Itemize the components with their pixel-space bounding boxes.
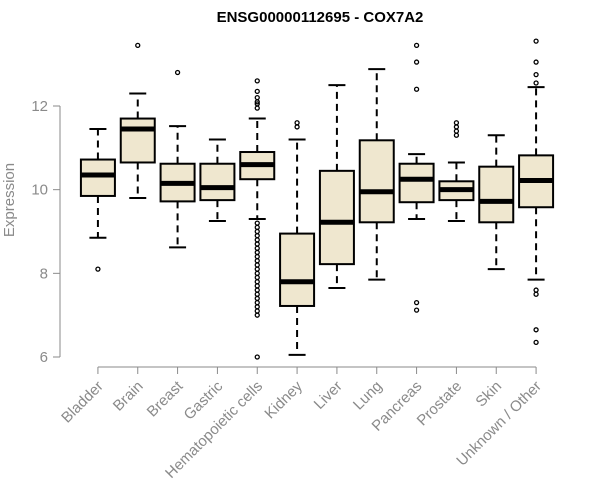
box (318, 169, 355, 266)
box-group (518, 38, 555, 346)
outlier-point (254, 312, 260, 318)
outlier-point (254, 253, 260, 260)
y-axis-label: Expression (1, 163, 18, 237)
outlier-point (254, 220, 260, 226)
x-tick-label: Prostate (414, 378, 466, 430)
outlier-point (294, 120, 300, 126)
outlier-point (254, 94, 260, 101)
box-group (79, 128, 116, 272)
outlier-point (254, 233, 260, 239)
x-tick-label: Skin (472, 378, 505, 411)
outlier-point (254, 308, 260, 314)
outlier-point (254, 304, 260, 310)
outlier-point (533, 287, 539, 293)
outlier-point (174, 69, 181, 76)
outlier-point (413, 307, 420, 313)
y-tick-label: 8 (40, 265, 48, 282)
box (279, 232, 316, 307)
outlier-point (254, 283, 260, 289)
box-series (79, 38, 555, 360)
outlier-point (533, 80, 539, 86)
box-group (318, 84, 355, 289)
outlier-point (254, 299, 260, 306)
outlier-point (254, 287, 260, 293)
box-group (279, 120, 316, 356)
x-tick-label: Lung (350, 378, 386, 414)
y-tick-label: 12 (31, 98, 48, 115)
box (398, 162, 435, 204)
y-tick-label: 6 (40, 349, 48, 366)
outlier-point (254, 270, 260, 276)
outlier-point (254, 249, 260, 256)
outlier-point (254, 354, 260, 360)
outlier-point (254, 291, 260, 297)
y-tick-label: 10 (31, 182, 48, 199)
outlier-point (254, 241, 260, 247)
outlier-point (413, 299, 420, 306)
outlier-point (413, 86, 420, 92)
outlier-point (254, 224, 260, 230)
outlier-point (254, 99, 260, 105)
box (79, 158, 116, 197)
box (358, 139, 395, 224)
outlier-point (254, 88, 260, 95)
outlier-point (533, 71, 539, 78)
outlier-point (453, 124, 460, 130)
box-group (398, 42, 435, 313)
outlier-point (533, 339, 539, 346)
box-group (199, 138, 236, 223)
outlier-point (254, 274, 260, 281)
outlier-point (254, 279, 260, 285)
outlier-point (95, 266, 101, 272)
box (478, 165, 515, 224)
x-tick-label: Bladder (58, 378, 107, 427)
box-group (119, 42, 156, 200)
box-group (438, 120, 475, 223)
outlier-point (453, 132, 460, 138)
outlier-point (413, 59, 420, 65)
x-tick-label: Brain (110, 378, 147, 415)
box-group (159, 69, 196, 249)
box (199, 162, 236, 202)
outlier-point (254, 228, 260, 235)
outlier-point (533, 291, 539, 297)
outlier-point (533, 38, 539, 44)
outlier-point (254, 245, 260, 251)
outlier-point (413, 42, 420, 48)
outlier-point (254, 237, 260, 243)
outlier-point (453, 128, 460, 134)
outlier-point (294, 124, 300, 130)
x-tick-label: Breast (144, 377, 187, 420)
x-tick-label: Liver (311, 378, 346, 413)
outlier-point (135, 42, 141, 48)
chart-title: ENSG00000112695 - COX7A2 (217, 9, 424, 26)
outlier-point (254, 105, 260, 111)
outlier-point (254, 258, 260, 264)
outlier-point (533, 59, 539, 65)
outlier-point (254, 78, 260, 84)
outlier-point (254, 295, 260, 302)
outlier-point (254, 266, 260, 272)
box-group (358, 68, 395, 281)
box-group (478, 134, 515, 271)
outlier-point (453, 120, 460, 126)
y-axis: 6 8 10 12 (31, 98, 61, 366)
outlier-point (254, 262, 260, 268)
outlier-point (533, 327, 539, 333)
box (119, 117, 156, 164)
x-tick-label: Kidney (261, 377, 306, 422)
box-group (239, 78, 276, 360)
